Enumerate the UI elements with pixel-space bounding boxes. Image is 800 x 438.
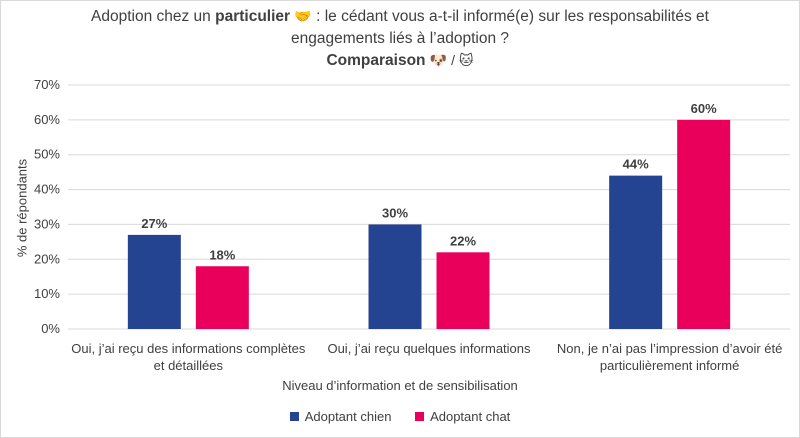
y-tick-label: 50% xyxy=(34,147,60,162)
data-label: 27% xyxy=(141,216,167,231)
x-tick-label: Oui, j’ai reçu des informations complète… xyxy=(63,340,313,374)
bar-chat xyxy=(436,252,490,329)
y-axis-title: % de répondants xyxy=(14,158,30,258)
data-label: 44% xyxy=(623,157,649,172)
chart-title-line-1: Adoption chez un particulier 🤝 : le céda… xyxy=(0,8,800,26)
title-bold-word: particulier xyxy=(215,8,291,25)
handshake-icon: 🤝 xyxy=(294,8,312,24)
legend-label-chien: Adoptant chien xyxy=(304,409,392,424)
x-tick-label: Oui, j’ai reçu quelques informations xyxy=(304,340,554,357)
bar-chat xyxy=(195,266,249,329)
data-label: 60% xyxy=(691,101,717,116)
y-tick-label: 60% xyxy=(34,112,60,127)
data-label: 30% xyxy=(382,205,408,220)
y-tick-label: 70% xyxy=(34,77,60,92)
x-tick-label-line: Oui, j’ai reçu des informations complète… xyxy=(71,341,306,356)
bar-chien xyxy=(368,224,422,329)
dog-cat-icons: 🐶 / 🐱 xyxy=(429,52,474,68)
y-tick-label: 10% xyxy=(34,286,60,301)
y-tick-label: 20% xyxy=(34,251,60,266)
x-tick-label-line: Oui, j’ai reçu quelques informations xyxy=(327,341,531,356)
bar-chien xyxy=(609,175,663,329)
data-label: 18% xyxy=(209,247,235,262)
legend-swatch-chien xyxy=(289,412,299,421)
title-suffix: : le cédant vous a-t-il informé(e) sur l… xyxy=(311,8,709,25)
y-tick-label: 30% xyxy=(34,216,60,231)
x-axis-title: Niveau d’information et de sensibilisati… xyxy=(282,378,518,393)
x-tick-label: Non, je n’ai pas l’impression d’avoir ét… xyxy=(545,340,795,374)
chart-subtitle: Comparaison 🐶 / 🐱 xyxy=(0,52,800,70)
chart-title-line-2: engagements liés à l’adoption ? xyxy=(290,30,509,47)
subtitle-bold: Comparaison xyxy=(326,52,426,69)
data-label: 22% xyxy=(450,233,476,248)
x-tick-label-line: particulièrement informé xyxy=(599,358,740,373)
y-tick-label: 0% xyxy=(41,321,60,336)
legend-item-chat: Adoptant chat xyxy=(415,409,510,424)
x-tick-label-line: Non, je n’ai pas l’impression d’avoir ét… xyxy=(556,341,783,356)
legend-label-chat: Adoptant chat xyxy=(430,409,511,424)
x-tick-label-line: et détaillées xyxy=(153,358,224,373)
bar-chien xyxy=(127,234,181,329)
title-prefix: Adoption chez un xyxy=(91,8,216,25)
legend: Adoptant chien Adoptant chat xyxy=(0,409,800,424)
legend-item-chien: Adoptant chien xyxy=(289,409,392,424)
y-tick-label: 40% xyxy=(34,182,60,197)
legend-swatch-chat xyxy=(415,412,425,421)
bar-chat xyxy=(677,119,731,329)
